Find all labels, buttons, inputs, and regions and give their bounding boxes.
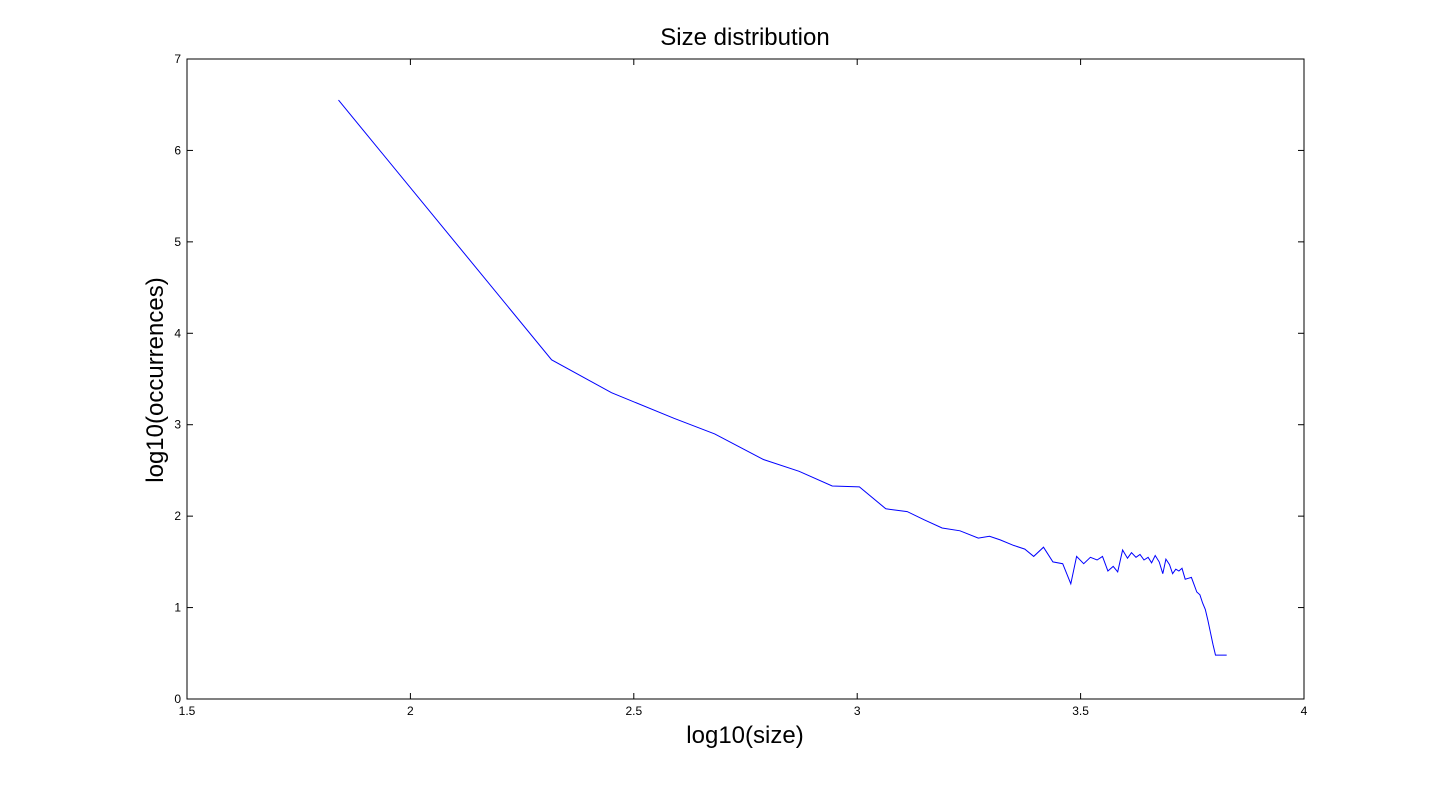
x-tick-label: 1.5	[179, 704, 196, 718]
y-tick-label: 7	[174, 52, 181, 66]
x-tick-label: 3	[854, 704, 861, 718]
y-tick-label: 0	[174, 692, 181, 706]
chart-title: Size distribution	[660, 24, 829, 51]
x-axis-label: log10(size)	[686, 722, 803, 749]
x-tick-label: 2	[407, 704, 414, 718]
x-tick-label: 3.5	[1072, 704, 1089, 718]
y-tick-label: 6	[174, 143, 181, 157]
y-tick-label: 4	[174, 326, 181, 340]
y-tick-label: 5	[174, 235, 181, 249]
x-tick-label: 2.5	[625, 704, 642, 718]
plot-area-frame	[186, 58, 1305, 700]
series-line	[338, 99, 1227, 656]
axis-tick-labels: 1.5 2 2.5 3 3.5 4 0 1 2 3 4 5 6 7	[174, 52, 1307, 718]
y-tick-label: 3	[174, 418, 181, 432]
y-axis-label: log10(occurrences)	[142, 277, 169, 482]
x-tick-label: 4	[1301, 704, 1308, 718]
y-tick-label: 1	[174, 601, 181, 615]
y-tick-label: 2	[174, 509, 181, 523]
